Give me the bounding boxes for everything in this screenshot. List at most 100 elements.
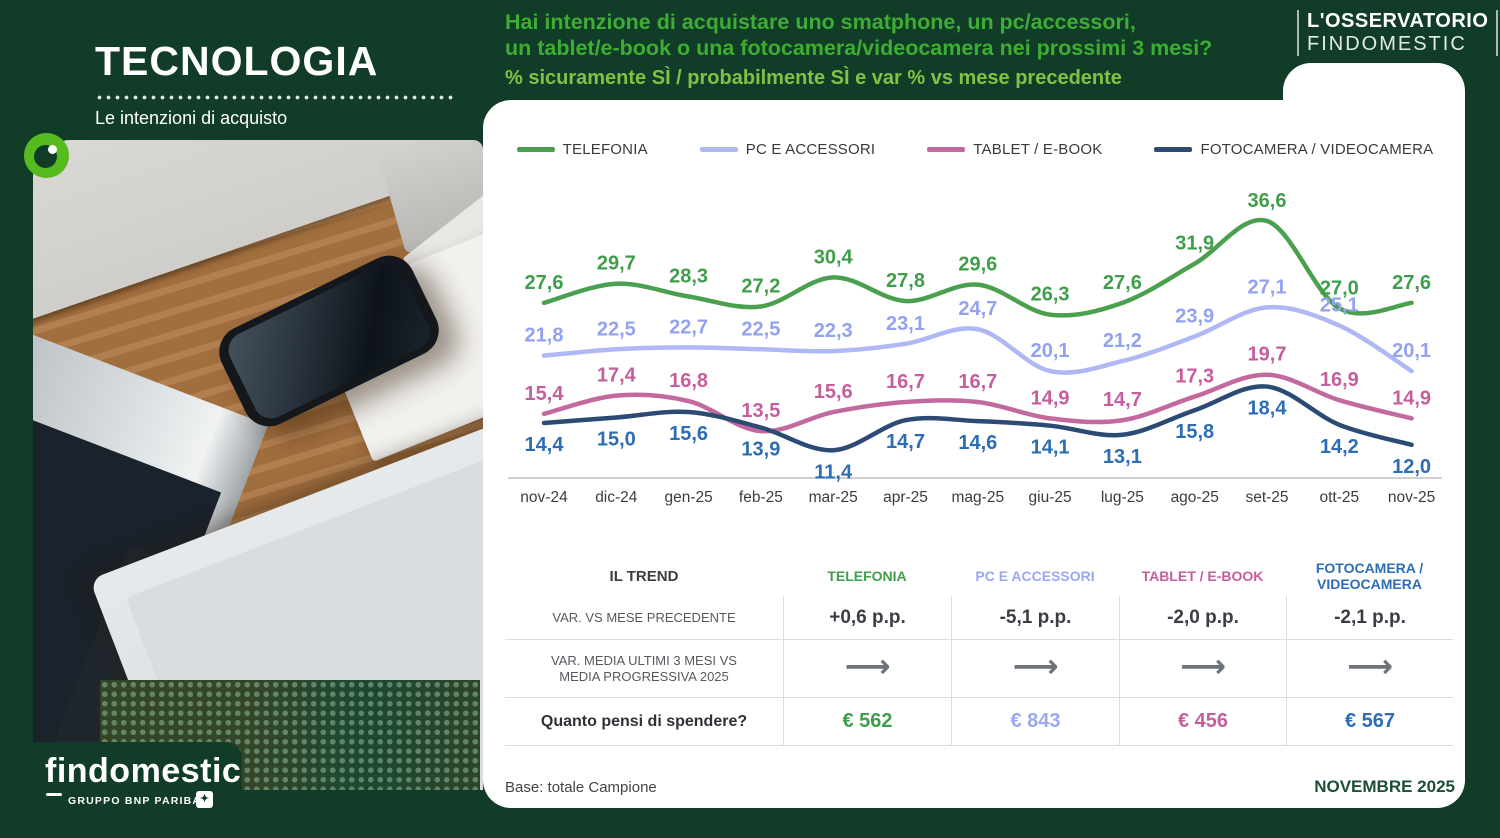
arrow-right-icon: ⟶	[1119, 640, 1286, 698]
svg-text:18,4: 18,4	[1248, 398, 1288, 420]
legend-label-fotocamera: FOTOCAMERA / VIDEOCAMERA	[1200, 141, 1434, 158]
table-header-telefonia: TELEFONIA	[827, 568, 907, 584]
svg-text:16,9: 16,9	[1320, 369, 1359, 391]
page-title: TECNOLOGIA	[95, 38, 379, 84]
svg-text:15,0: 15,0	[597, 429, 636, 451]
svg-text:nov-24: nov-24	[520, 489, 568, 506]
svg-text:15,8: 15,8	[1175, 421, 1214, 443]
svg-text:11,4: 11,4	[814, 461, 853, 483]
measure-note: % sicuramente SÌ / probabilmente SÌ e va…	[505, 67, 1122, 89]
legend-label-tablet: TABLET / E-BOOK	[973, 141, 1103, 158]
table-header-tablet: TABLET / E-BOOK	[1141, 568, 1264, 584]
svg-text:21,2: 21,2	[1103, 330, 1142, 352]
svg-text:36,6: 36,6	[1248, 190, 1287, 212]
svg-text:12,0: 12,0	[1392, 456, 1431, 478]
table-value-spend-tablet: € 456	[1119, 698, 1286, 746]
svg-text:28,3: 28,3	[669, 265, 708, 287]
content-panel	[483, 100, 1465, 808]
table-value-spend-fotocamera: € 567	[1286, 698, 1453, 746]
bnp-logo-icon: ✦	[196, 791, 213, 808]
svg-text:14,9: 14,9	[1031, 387, 1070, 409]
svg-text:19,7: 19,7	[1248, 344, 1287, 366]
svg-text:ott-25: ott-25	[1319, 489, 1359, 506]
svg-text:14,7: 14,7	[1103, 389, 1142, 411]
footer-date: NOVEMBRE 2025	[1314, 777, 1455, 796]
legend-label-telefonia: TELEFONIA	[562, 141, 648, 158]
legend-item-fotocamera: FOTOCAMERA / VIDEOCAMERA	[1154, 141, 1433, 158]
svg-text:13,9: 13,9	[741, 439, 780, 461]
svg-text:14,7: 14,7	[886, 431, 925, 453]
svg-text:15,6: 15,6	[669, 423, 708, 445]
svg-text:27,6: 27,6	[525, 272, 564, 294]
table-header-trend: IL TREND	[609, 567, 679, 585]
row-label-spend: Quanto pensi di spendere?	[505, 698, 783, 746]
trend-table: IL TREND TELEFONIA PC E ACCESSORI TABLET…	[505, 556, 1453, 746]
legend-swatch-telefonia	[516, 147, 555, 152]
svg-text:27,1: 27,1	[1248, 276, 1287, 298]
svg-text:25,1: 25,1	[1320, 295, 1359, 317]
svg-text:14,1: 14,1	[1031, 437, 1070, 459]
svg-text:22,7: 22,7	[669, 316, 708, 338]
svg-text:23,9: 23,9	[1175, 306, 1214, 328]
question-title: Hai intenzione di acquistare uno smatpho…	[505, 9, 1212, 61]
legend-swatch-pc	[699, 147, 738, 152]
svg-text:lug-25: lug-25	[1101, 489, 1144, 506]
svg-text:23,1: 23,1	[886, 313, 925, 335]
legend-item-telefonia: TELEFONIA	[516, 141, 648, 158]
table-value: -5,1 p.p.	[951, 596, 1119, 640]
findomestic-logo: findomestic	[45, 752, 242, 790]
svg-text:27,2: 27,2	[741, 275, 780, 297]
row-label-var-mese: VAR. VS MESE PRECEDENTE	[505, 596, 783, 640]
svg-text:mar-25: mar-25	[809, 489, 858, 506]
svg-text:feb-25: feb-25	[739, 489, 783, 506]
trend-chart: 27,6 29,7 28,3 27,2 30,4 27,8 29,6 26,3 27,6 31,9…	[508, 190, 1442, 506]
arrow-right-icon: ⟶	[951, 640, 1119, 698]
svg-text:16,8: 16,8	[669, 370, 708, 392]
table-value: -2,1 p.p.	[1286, 596, 1453, 640]
svg-text:27,8: 27,8	[886, 270, 925, 292]
observatory-line-2: FINDOMESTIC	[1307, 33, 1467, 55]
svg-text:16,7: 16,7	[886, 371, 925, 393]
svg-text:29,6: 29,6	[958, 254, 997, 276]
svg-text:29,7: 29,7	[597, 253, 636, 275]
arrow-right-icon: ⟶	[1286, 640, 1453, 698]
svg-text:16,7: 16,7	[958, 371, 997, 393]
brand-group-label: GRUPPO BNP PARIBAS	[68, 795, 210, 807]
svg-text:ago-25: ago-25	[1171, 489, 1219, 506]
legend-swatch-fotocamera	[1154, 147, 1193, 152]
svg-text:13,1: 13,1	[1103, 446, 1142, 468]
svg-text:27,6: 27,6	[1392, 272, 1431, 294]
observatory-logo: L'OSSERVATORIO FINDOMESTIC	[1297, 10, 1499, 56]
legend-item-tablet: TABLET / E-BOOK	[927, 141, 1102, 158]
observatory-line-1: L'OSSERVATORIO	[1307, 10, 1489, 32]
arrow-right-icon: ⟶	[783, 640, 951, 698]
page-subtitle: Le intenzioni di acquisto	[95, 108, 288, 128]
svg-text:21,8: 21,8	[525, 325, 564, 347]
table-value: +0,6 p.p.	[783, 596, 951, 640]
svg-text:15,6: 15,6	[814, 381, 853, 403]
table-value-spend-telefonia: € 562	[783, 698, 951, 746]
legend-item-pc: PC E ACCESSORI	[699, 141, 876, 158]
svg-text:30,4: 30,4	[814, 246, 854, 268]
svg-text:15,4: 15,4	[525, 383, 565, 405]
svg-text:14,2: 14,2	[1320, 436, 1359, 458]
table-header-fotocamera: FOTOCAMERA / VIDEOCAMERA	[1315, 560, 1424, 592]
table-value-spend-pc: € 843	[951, 698, 1119, 746]
legend-label-pc: PC E ACCESSORI	[745, 141, 876, 158]
svg-text:22,5: 22,5	[741, 318, 780, 340]
eye-icon	[24, 133, 69, 178]
dotted-divider	[95, 95, 457, 100]
svg-text:17,4: 17,4	[597, 365, 637, 387]
svg-text:mag-25: mag-25	[952, 489, 1005, 506]
svg-text:13,5: 13,5	[741, 400, 780, 422]
footer-note: Base: totale Campione	[505, 779, 657, 796]
svg-text:26,3: 26,3	[1031, 284, 1070, 306]
svg-text:22,3: 22,3	[814, 320, 853, 342]
svg-text:giu-25: giu-25	[1029, 489, 1072, 506]
svg-text:20,1: 20,1	[1392, 340, 1431, 362]
svg-text:set-25: set-25	[1245, 489, 1288, 506]
svg-text:17,3: 17,3	[1175, 366, 1214, 388]
table-value: -2,0 p.p.	[1119, 596, 1286, 640]
legend-swatch-tablet	[927, 147, 966, 152]
